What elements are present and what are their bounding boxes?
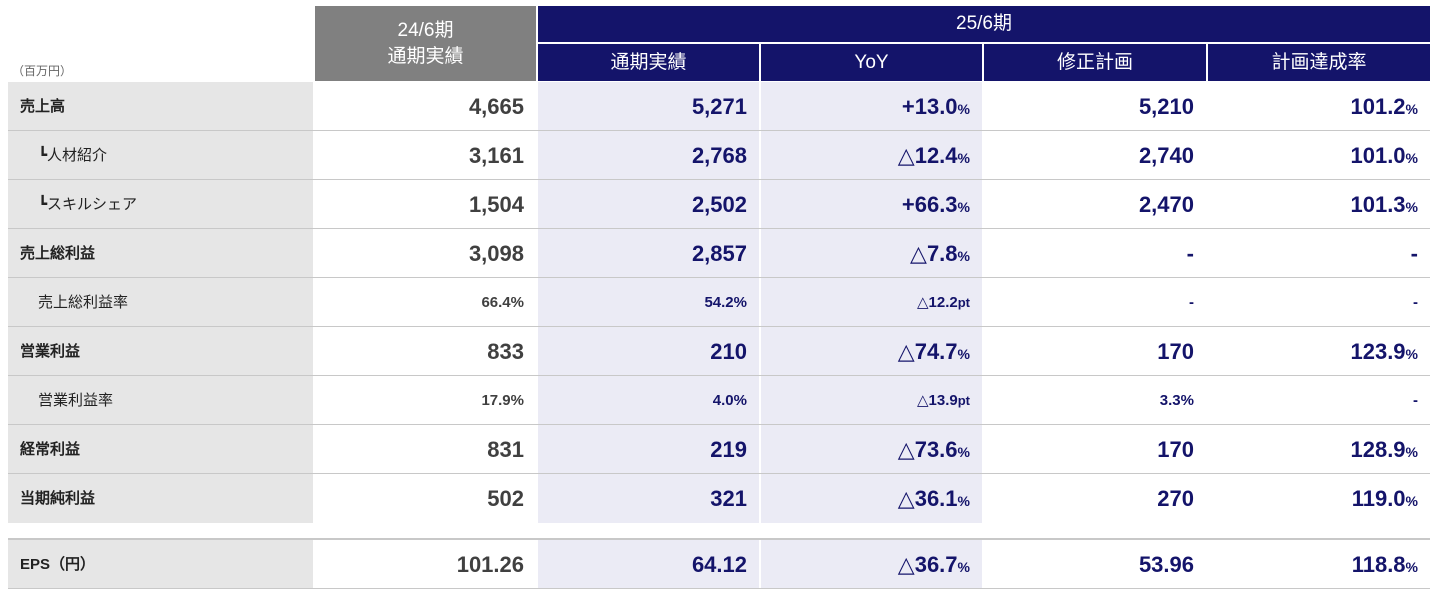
header-prev-type: 通期実績 bbox=[387, 46, 464, 67]
table-row-gross-profit: 売上総利益 3,098 2,857 △7.8% - - bbox=[8, 229, 1430, 278]
row-label: ┗スキルシェア bbox=[8, 180, 313, 229]
cell-prev: 502 bbox=[487, 486, 524, 511]
cell-actual: 219 bbox=[538, 425, 759, 474]
cell-prev: 4,665 bbox=[468, 94, 524, 119]
cell-actual: 54.2% bbox=[538, 278, 759, 327]
table-row-eps: EPS（円） 101.26 64.12 △36.7% 53.96 118.8% bbox=[8, 540, 1430, 589]
cell-actual: 2,502 bbox=[538, 180, 759, 229]
cell-prev: 66.4% bbox=[481, 294, 524, 311]
cell-yoy: △12.2pt bbox=[761, 278, 982, 327]
cell-plan: 170 bbox=[1157, 339, 1194, 364]
row-divider bbox=[8, 179, 1430, 180]
cell-rate: 128.9% bbox=[1350, 437, 1418, 462]
table-row-recruiting: ┗人材紹介 3,161 2,768 △12.4% 2,740 101.0% bbox=[8, 131, 1430, 180]
cell-prev: 101.26 bbox=[456, 552, 524, 577]
cell-rate: 118.8% bbox=[1351, 552, 1418, 577]
row-label: 売上総利益率 bbox=[8, 278, 313, 327]
table-row-sales: 売上高 4,665 5,271 +13.0% 5,210 101.2% bbox=[8, 82, 1430, 131]
cell-yoy: +13.0% bbox=[761, 82, 982, 131]
cell-plan: 2,470 bbox=[1138, 192, 1194, 217]
row-label: 営業利益 bbox=[8, 327, 313, 376]
cell-actual: 210 bbox=[538, 327, 759, 376]
row-divider bbox=[8, 424, 1430, 425]
cell-actual: 64.12 bbox=[538, 540, 759, 589]
cell-yoy: △36.7% bbox=[761, 540, 982, 589]
unit-label: （百万円） bbox=[12, 64, 73, 78]
cell-rate: 101.2% bbox=[1350, 94, 1418, 119]
cell-plan: 3.3% bbox=[1159, 392, 1194, 409]
cell-rate: - bbox=[1410, 241, 1418, 266]
cell-yoy: +66.3% bbox=[761, 180, 982, 229]
cell-prev: 833 bbox=[487, 339, 524, 364]
cell-actual: 321 bbox=[538, 474, 759, 523]
table-row-ordinary-profit: 経常利益 831 219 △73.6% 170 128.9% bbox=[8, 425, 1430, 474]
table-row-skillshare: ┗スキルシェア 1,504 2,502 +66.3% 2,470 101.3% bbox=[8, 180, 1430, 229]
row-divider bbox=[8, 326, 1430, 327]
cell-prev: 1,504 bbox=[468, 192, 524, 217]
row-label: ┗人材紹介 bbox=[8, 131, 313, 180]
row-label: 当期純利益 bbox=[8, 474, 313, 523]
cell-yoy: △74.7% bbox=[761, 327, 982, 376]
cell-actual: 2,857 bbox=[538, 229, 759, 278]
cell-plan: - bbox=[1189, 294, 1194, 311]
cell-rate: 123.9% bbox=[1350, 339, 1418, 364]
cell-rate: 101.0% bbox=[1350, 143, 1418, 168]
header-col-rate: 計画達成率 bbox=[1208, 44, 1430, 81]
cell-plan: 53.96 bbox=[1138, 552, 1194, 577]
table-row-net-income: 当期純利益 502 321 △36.1% 270 119.0% bbox=[8, 474, 1430, 523]
header-prev-year: 24/6期 通期実績 bbox=[315, 6, 536, 81]
row-divider bbox=[8, 228, 1430, 229]
header-prev-period: 24/6期 bbox=[397, 20, 454, 41]
cell-yoy: △13.9pt bbox=[761, 376, 982, 425]
header-col-yoy: YoY bbox=[761, 44, 982, 81]
cell-actual: 2,768 bbox=[538, 131, 759, 180]
table-row-gross-margin: 売上総利益率 66.4% 54.2% △12.2pt - - bbox=[8, 278, 1430, 327]
cell-actual: 4.0% bbox=[538, 376, 759, 425]
row-divider bbox=[8, 375, 1430, 376]
cell-rate: 119.0% bbox=[1351, 486, 1418, 511]
cell-rate: - bbox=[1413, 392, 1418, 409]
cell-plan: 5,210 bbox=[1138, 94, 1194, 119]
cell-actual: 5,271 bbox=[538, 82, 759, 131]
cell-plan: 270 bbox=[1157, 486, 1194, 511]
cell-yoy: △12.4% bbox=[761, 131, 982, 180]
cell-prev: 831 bbox=[487, 437, 524, 462]
row-label: EPS（円） bbox=[8, 540, 313, 589]
row-label: 売上総利益 bbox=[8, 229, 313, 278]
header-col-actual: 通期実績 bbox=[538, 44, 759, 81]
cell-rate: 101.3% bbox=[1350, 192, 1418, 217]
cell-plan: - bbox=[1186, 241, 1194, 266]
row-divider bbox=[8, 277, 1430, 278]
table-row-operating-profit: 営業利益 833 210 △74.7% 170 123.9% bbox=[8, 327, 1430, 376]
cell-prev: 3,098 bbox=[468, 241, 524, 266]
cell-yoy: △36.1% bbox=[761, 474, 982, 523]
row-label: 売上高 bbox=[8, 82, 313, 131]
table-row-operating-margin: 営業利益率 17.9% 4.0% △13.9pt 3.3% - bbox=[8, 376, 1430, 425]
cell-plan: 2,740 bbox=[1138, 143, 1194, 168]
row-divider bbox=[8, 130, 1430, 131]
cell-prev: 3,161 bbox=[468, 143, 524, 168]
row-label: 営業利益率 bbox=[8, 376, 313, 425]
eps-divider bbox=[8, 538, 1430, 540]
cell-plan: 170 bbox=[1157, 437, 1194, 462]
cell-prev: 17.9% bbox=[481, 392, 524, 409]
cell-yoy: △7.8% bbox=[761, 229, 982, 278]
cell-rate: - bbox=[1413, 294, 1418, 311]
row-label: 経常利益 bbox=[8, 425, 313, 474]
row-divider bbox=[8, 588, 1430, 589]
header-col-plan: 修正計画 bbox=[984, 44, 1206, 81]
cell-yoy: △73.6% bbox=[761, 425, 982, 474]
row-divider bbox=[8, 473, 1430, 474]
header-current-year: 25/6期 bbox=[538, 6, 1430, 42]
